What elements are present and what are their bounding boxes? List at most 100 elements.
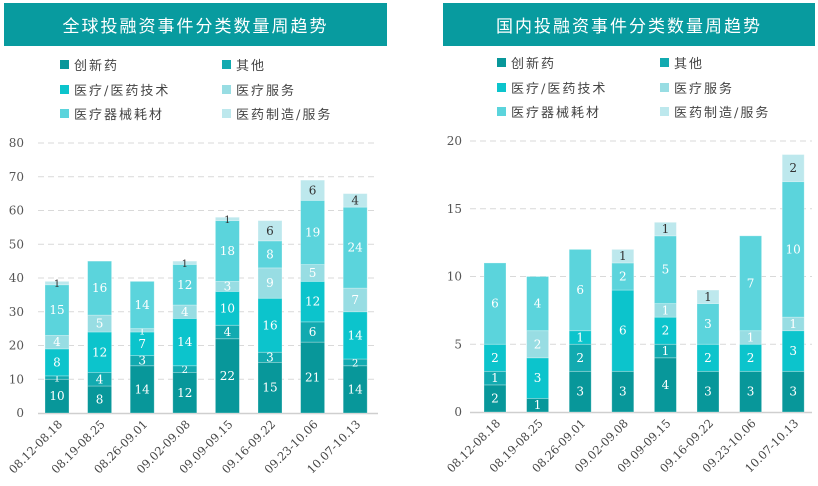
data-label: 2: [789, 161, 797, 175]
data-label: 6: [309, 183, 317, 197]
data-label: 2: [491, 391, 499, 405]
bar-segment: [44, 348, 70, 377]
data-label: 14: [135, 382, 151, 396]
data-label: 21: [305, 371, 320, 385]
legend-swatch: [497, 107, 506, 116]
data-label: 3: [576, 385, 584, 399]
y-tick-label: 30: [9, 305, 24, 319]
data-label: 2: [704, 351, 712, 365]
data-label: 10: [786, 242, 801, 256]
bar-segment: [44, 284, 70, 336]
legend-label: 医疗器械耗材: [511, 106, 602, 121]
data-label: 10: [220, 301, 235, 315]
legend-label: 医疗/医药技术: [511, 82, 608, 97]
data-label: 3: [789, 385, 797, 399]
data-label: 4: [53, 335, 61, 349]
data-label: 3: [224, 279, 232, 293]
legend-item[interactable]: 创新药: [60, 55, 119, 74]
data-label: 2: [182, 365, 188, 376]
data-label: 14: [177, 335, 193, 349]
data-label: 3: [789, 344, 797, 358]
legend-label: 创新药: [511, 57, 557, 72]
data-label: 1: [54, 374, 60, 385]
data-label: 1: [704, 290, 712, 304]
bar-segment: [214, 216, 240, 222]
data-label: 2: [747, 351, 755, 365]
legend-item[interactable]: 医疗/医药技术: [497, 78, 607, 97]
data-label: 2: [619, 270, 627, 284]
legend-swatch: [222, 85, 231, 94]
data-label: 6: [619, 324, 627, 338]
data-label: 1: [662, 303, 670, 317]
legend-label: 其他: [674, 57, 705, 72]
legend-item[interactable]: 其他: [222, 55, 266, 74]
data-label: 4: [534, 297, 542, 311]
bar-segment: [342, 365, 368, 414]
data-label: 1: [789, 317, 797, 331]
legend-item[interactable]: 其他: [660, 53, 704, 72]
legend-item[interactable]: 医疗器械耗材: [60, 104, 164, 123]
legend-item[interactable]: 医疗服务: [660, 78, 734, 97]
bar-segment: [611, 370, 635, 413]
y-tick-label: 20: [9, 339, 24, 353]
data-label: 1: [747, 330, 755, 344]
data-label: 3: [534, 371, 542, 385]
bar-segment: [781, 330, 805, 372]
data-label: 4: [181, 305, 189, 319]
bar-segment: [172, 372, 198, 414]
data-label: 6: [491, 297, 499, 311]
y-tick-label: 15: [447, 202, 462, 216]
data-label: 7: [138, 337, 146, 351]
data-label: 5: [309, 266, 317, 280]
data-label: 1: [619, 249, 627, 263]
data-label: 1: [491, 371, 499, 385]
legend-swatch: [497, 58, 506, 67]
data-label: 12: [92, 345, 107, 359]
data-label: 12: [177, 278, 192, 292]
y-tick-label: 0: [454, 405, 462, 419]
legend-item[interactable]: 医疗器械耗材: [497, 102, 601, 121]
bar-segment: [696, 289, 720, 304]
bar-segment: [44, 280, 70, 286]
bar-segment: [129, 280, 155, 330]
legend-label: 其他: [236, 59, 267, 74]
legend-item[interactable]: 医疗服务: [222, 80, 296, 99]
data-label: 14: [348, 382, 364, 396]
data-label: 5: [662, 263, 670, 277]
data-label: 1: [139, 326, 145, 337]
legend-label: 医疗服务: [236, 84, 297, 99]
y-tick-label: 80: [9, 136, 24, 150]
legend-item[interactable]: 创新药: [497, 53, 556, 72]
data-label: 3: [704, 317, 712, 331]
legend-swatch: [222, 60, 231, 69]
bar-segment: [214, 291, 240, 326]
y-tick-label: 70: [9, 170, 24, 184]
bar-segment: [342, 193, 368, 208]
data-label: 16: [262, 318, 277, 332]
legend-label: 医疗服务: [674, 82, 735, 97]
legend-item[interactable]: 医药制造/服务: [222, 104, 332, 123]
data-label: 1: [534, 398, 542, 412]
legend-item[interactable]: 医疗/医药技术: [60, 80, 170, 99]
bar-segment: [300, 179, 326, 201]
legend-swatch: [60, 60, 69, 69]
y-tick-label: 50: [9, 237, 24, 251]
bar-segment: [611, 248, 635, 264]
legend-swatch: [60, 109, 69, 118]
data-label: 1: [576, 330, 584, 344]
bar-segment: [526, 398, 549, 413]
data-label: 14: [135, 298, 151, 312]
legend-item[interactable]: 医药制造/服务: [660, 102, 770, 121]
data-label: 1: [54, 279, 60, 290]
bar-segment: [172, 264, 198, 306]
data-label: 6: [266, 224, 274, 238]
bar-segment: [342, 311, 368, 360]
data-label: 1: [662, 222, 670, 236]
bar-segment: [568, 248, 592, 332]
bar-segment: [654, 221, 677, 237]
legend-swatch: [660, 58, 669, 67]
bar-segment: [257, 240, 283, 269]
data-label: 24: [348, 241, 364, 255]
data-label: 4: [96, 372, 104, 386]
